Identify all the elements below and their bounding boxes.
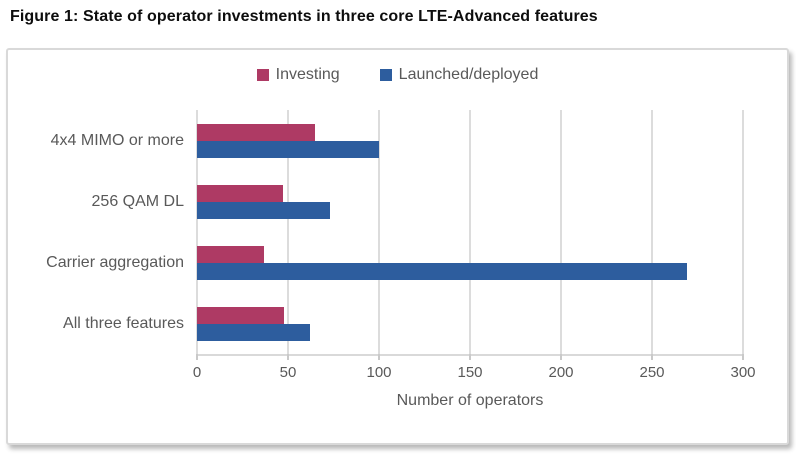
tick-label: 0 xyxy=(192,364,202,381)
x-axis-title: Number of operators xyxy=(396,392,544,409)
tick-label: 200 xyxy=(548,364,574,381)
legend-swatch-icon xyxy=(379,69,392,81)
investing-bar xyxy=(197,306,285,324)
tick-mark xyxy=(560,354,562,360)
tick-label: 250 xyxy=(639,364,665,381)
investing-bar xyxy=(197,245,265,263)
gridline xyxy=(742,110,744,354)
tick-mark xyxy=(378,354,380,360)
investing-bar xyxy=(197,184,283,202)
bar-row xyxy=(197,293,743,354)
bar-row xyxy=(197,171,743,232)
category-axis-labels: 4x4 MIMO or more 256 QAM DL Carrier aggreg… xyxy=(8,110,184,354)
gridline xyxy=(378,110,380,354)
tick-label: 100 xyxy=(366,364,392,381)
gridline xyxy=(651,110,653,354)
legend-label: Launched/deployed xyxy=(398,66,539,83)
gridline xyxy=(560,110,562,354)
gridline xyxy=(469,110,471,354)
tick-mark xyxy=(287,354,289,360)
tick-label: 300 xyxy=(730,364,756,381)
legend-swatch-icon xyxy=(256,69,269,81)
tick-mark xyxy=(196,354,198,360)
category-label: 256 QAM DL xyxy=(91,192,184,210)
plot-area xyxy=(196,110,744,356)
chart-legend: Investing Launched/deployed xyxy=(8,66,787,84)
bar-rows xyxy=(197,110,743,354)
category-label: All three features xyxy=(63,314,184,332)
legend-item-investing: Investing xyxy=(256,66,340,84)
legend-item-launched: Launched/deployed xyxy=(379,66,539,84)
category-label: 4x4 MIMO or more xyxy=(50,131,184,149)
tick-mark xyxy=(469,354,471,360)
gridline xyxy=(287,110,289,354)
figure-title: Figure 1: State of operator investments … xyxy=(10,8,598,25)
chart-panel: Investing Launched/deployed 4x4 MIMO or m… xyxy=(6,48,789,445)
tick-mark xyxy=(651,354,653,360)
investing-bar xyxy=(197,123,316,141)
legend-label: Investing xyxy=(275,66,340,83)
bar-row xyxy=(197,232,743,293)
launched-bar xyxy=(197,323,310,341)
tick-label: 150 xyxy=(457,364,483,381)
launched-bar xyxy=(197,262,687,280)
launched-bar xyxy=(197,140,379,158)
launched-bar xyxy=(197,201,330,219)
tick-mark xyxy=(742,354,744,360)
gridline xyxy=(196,110,198,354)
bar-row xyxy=(197,110,743,171)
category-label: Carrier aggregation xyxy=(46,253,184,271)
tick-label: 50 xyxy=(279,364,297,381)
